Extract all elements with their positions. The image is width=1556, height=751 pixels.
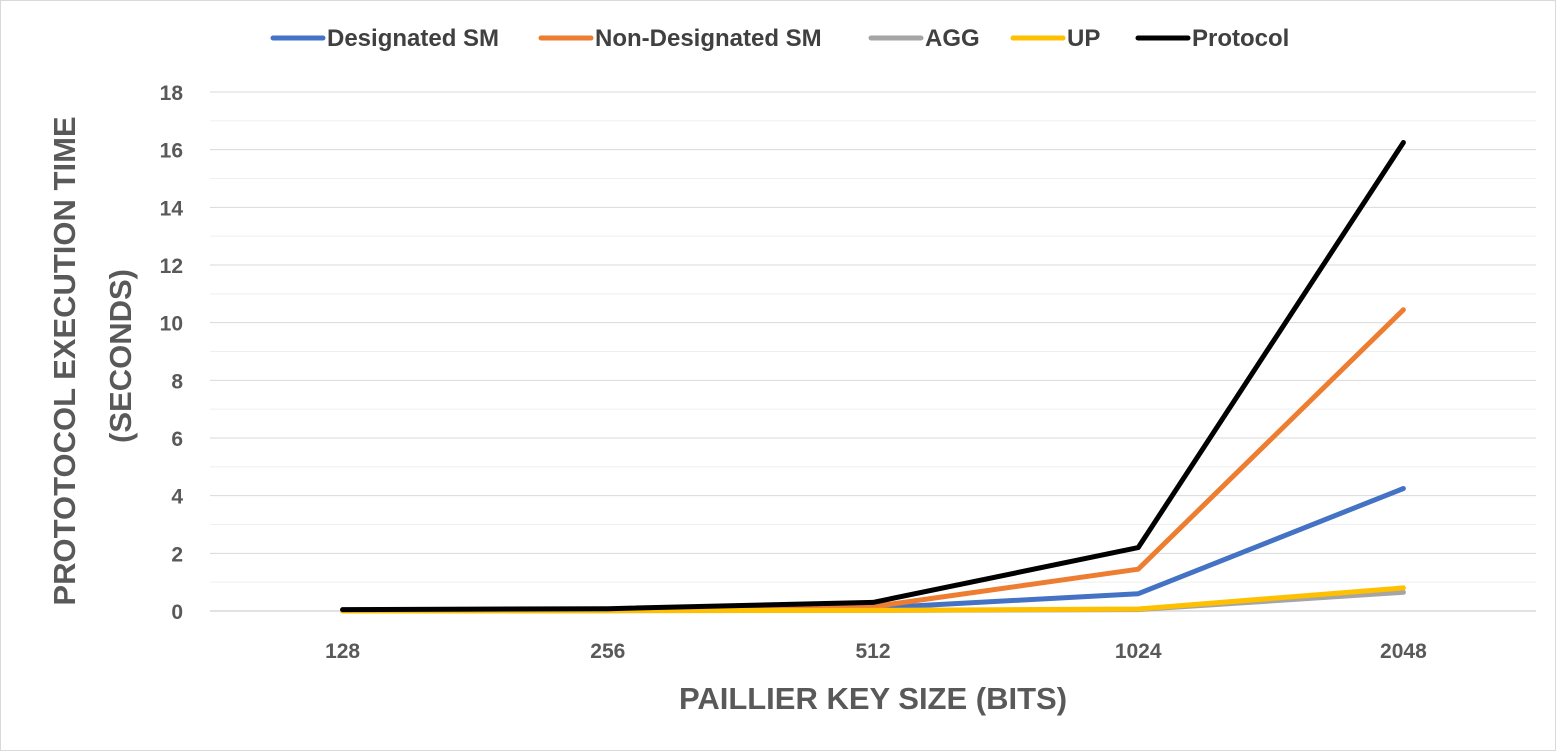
- x-tick-label: 2048: [1380, 640, 1427, 663]
- legend-item: UP: [1010, 25, 1100, 52]
- y-tick-label: 16: [160, 140, 183, 163]
- legend-item: Non-Designated SM: [538, 25, 822, 52]
- y-tick-label: 14: [160, 197, 184, 220]
- series-line-designated-sm: [340, 486, 1406, 614]
- y-tick-label: 4: [171, 486, 183, 509]
- y-tick-label: 8: [171, 370, 183, 393]
- legend-label: Designated SM: [327, 25, 499, 52]
- x-tick-label: 256: [590, 640, 625, 663]
- legend-label: Non-Designated SM: [595, 25, 822, 52]
- y-tick-label: 18: [160, 82, 184, 105]
- legend: Designated SM Non-Designated SM AGG UP Proto…: [270, 25, 1289, 52]
- x-tick-labels: 128 256 512 1024 2048: [325, 640, 1427, 663]
- legend-item: Designated SM: [270, 25, 499, 52]
- legend-item: AGG: [868, 25, 980, 52]
- legend-item: Protocol: [1135, 25, 1289, 52]
- legend-label: AGG: [925, 25, 980, 52]
- y-tick-label: 12: [160, 255, 183, 278]
- series-lines: [340, 140, 1406, 614]
- y-axis-title-line-2: (SECONDS): [103, 269, 138, 443]
- y-tick-label: 0: [171, 601, 183, 624]
- y-tick-label: 6: [171, 428, 183, 451]
- x-axis-title: PAILLIER KEY SIZE (BITS): [679, 681, 1067, 716]
- series-line-protocol: [340, 140, 1406, 613]
- legend-label: UP: [1067, 25, 1100, 52]
- y-tick-labels: 0 2 4 6 8 10 12 14 16 18: [160, 82, 184, 624]
- x-tick-label: 1024: [1115, 640, 1162, 663]
- legend-label: Protocol: [1192, 25, 1289, 52]
- series-line-non-designated-sm: [340, 307, 1406, 613]
- y-tick-label: 10: [160, 313, 183, 336]
- x-tick-label: 128: [325, 640, 360, 663]
- x-tick-label: 512: [855, 640, 890, 663]
- y-axis-title-line-1: PROTOTOCOL EXECUTION TIME: [47, 116, 82, 605]
- gridlines: [210, 91, 1536, 612]
- y-tick-label: 2: [171, 543, 183, 566]
